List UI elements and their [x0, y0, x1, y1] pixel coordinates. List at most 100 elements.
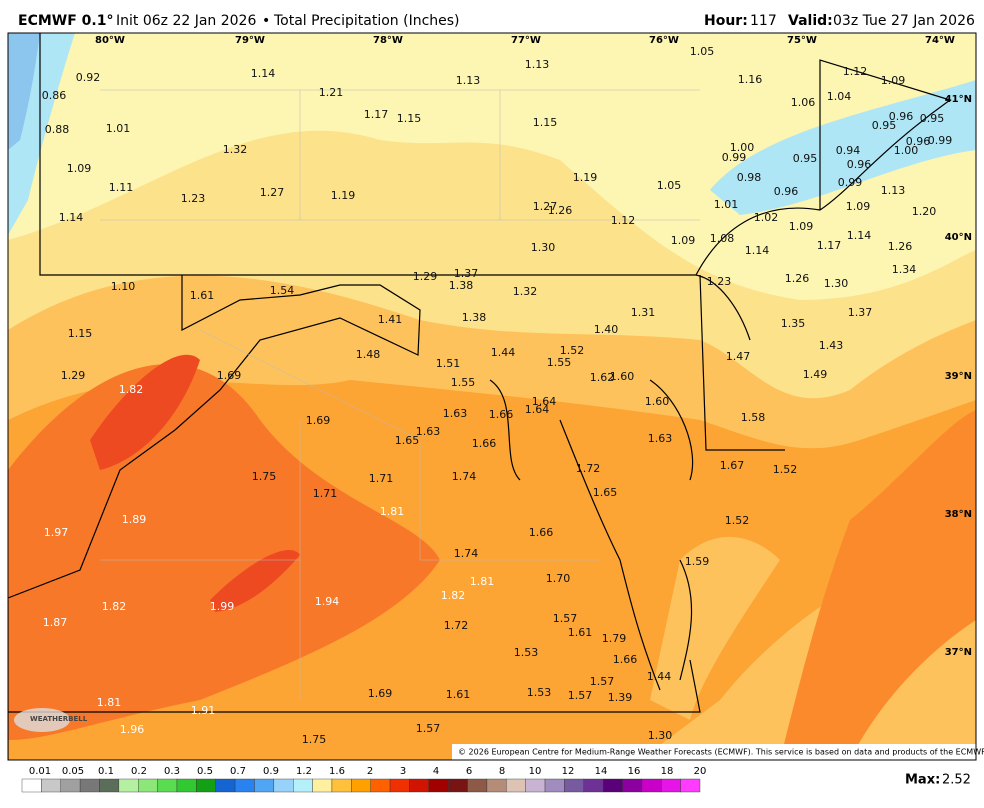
legend-swatch — [138, 778, 158, 793]
legend-label: 0.1 — [98, 766, 114, 777]
hour: 117 — [750, 13, 777, 29]
value-label: 1.82 — [102, 600, 127, 613]
orange-area — [650, 536, 780, 720]
value-label: 1.40 — [594, 323, 619, 336]
value-label: 1.60 — [610, 370, 635, 383]
legend-label: 0.05 — [62, 766, 84, 777]
value-label: 0.95 — [793, 152, 818, 165]
value-label: 1.63 — [416, 425, 441, 438]
value-label: 1.94 — [315, 595, 340, 608]
value-label: 1.63 — [648, 432, 673, 445]
value-label: 0.86 — [42, 89, 67, 102]
legend-swatch — [428, 778, 449, 793]
red-area — [210, 550, 300, 612]
value-label: 1.04 — [827, 90, 852, 103]
valid: 03z Tue 27 Jan 2026 — [833, 13, 975, 29]
latitude-label: 41°N — [945, 94, 972, 105]
max: 2.52 — [942, 773, 971, 788]
value-label: 1.06 — [791, 96, 816, 109]
blue-area — [710, 80, 976, 215]
value-label: 0.95 — [920, 112, 945, 125]
legend-label: 0.01 — [29, 766, 51, 777]
logo: WEATHERBELL — [30, 715, 88, 723]
value-label: 1.99 — [210, 600, 235, 613]
value-label: 1.44 — [491, 346, 516, 359]
value-label: 1.20 — [912, 205, 937, 218]
legend-label: 12 — [562, 766, 575, 777]
latitude-label: 40°N — [945, 232, 972, 243]
value-label: 1.96 — [120, 723, 145, 736]
value-label: 1.87 — [43, 616, 68, 629]
latitude-label: 37°N — [945, 647, 972, 658]
legend-swatch — [41, 778, 61, 793]
legend-label: 0.3 — [164, 766, 180, 777]
value-label: 1.97 — [44, 526, 69, 539]
value-label: 1.61 — [568, 626, 593, 639]
value-label: 1.63 — [443, 407, 468, 420]
value-label: 1.14 — [59, 211, 84, 224]
latitude-label: 39°N — [945, 371, 972, 382]
value-label: 0.88 — [45, 123, 70, 136]
value-label: 1.09 — [671, 234, 696, 247]
value-label: 1.49 — [803, 368, 828, 381]
legend-swatch — [641, 778, 662, 793]
value-label: 1.74 — [454, 547, 479, 560]
value-label: 1.74 — [452, 470, 477, 483]
value-label: 1.05 — [690, 45, 715, 58]
value-label: 1.71 — [313, 487, 338, 500]
separator: • — [262, 13, 270, 29]
value-label: 1.62 — [590, 371, 615, 384]
value-label: 0.94 — [836, 144, 861, 157]
value-label: 1.54 — [270, 284, 295, 297]
value-label: 1.23 — [181, 192, 206, 205]
value-label: 1.72 — [444, 619, 469, 632]
value-label: 1.57 — [416, 722, 441, 735]
value-label: 1.14 — [847, 229, 872, 242]
value-label: 1.44 — [647, 670, 672, 683]
map: 80°W 79°W 78°W 77°W 76°W 75°W 74°W 41°N 40°N 39°… — [7, 32, 984, 761]
value-label: 1.71 — [369, 472, 394, 485]
value-label: 0.96 — [774, 185, 799, 198]
value-label: 1.29 — [61, 369, 86, 382]
value-label: 1.66 — [472, 437, 497, 450]
max-label: Max: — [905, 773, 940, 788]
value-label: 1.19 — [331, 189, 356, 202]
value-label: 1.66 — [613, 653, 638, 666]
value-label: 1.01 — [106, 122, 131, 135]
legend-swatch — [447, 778, 468, 793]
longitude-label: 78°W — [373, 35, 403, 46]
legend-swatch — [254, 778, 275, 793]
value-label: 1.23 — [707, 275, 732, 288]
value-label: 0.99 — [928, 134, 953, 147]
value-label: 1.10 — [111, 280, 136, 293]
latitude-label: 38°N — [945, 509, 972, 520]
value-label: 0.99 — [838, 176, 863, 189]
value-label: 1.08 — [710, 232, 735, 245]
value-label: 1.81 — [380, 505, 405, 518]
legend-swatch — [273, 778, 294, 793]
value-label: 1.09 — [881, 74, 906, 87]
value-label: 1.91 — [191, 704, 216, 717]
legend-label: 1.2 — [296, 766, 312, 777]
value-label: 1.51 — [436, 357, 461, 370]
legend-swatch — [602, 778, 623, 793]
value-label: 1.57 — [568, 689, 593, 702]
value-label: 0.95 — [872, 119, 897, 132]
legend-swatch — [544, 778, 565, 793]
legend-label: 4 — [433, 766, 439, 777]
legend-label: 14 — [595, 766, 608, 777]
value-label: 1.05 — [657, 179, 682, 192]
value-label: 1.47 — [726, 350, 751, 363]
value-label: 1.53 — [514, 646, 539, 659]
legend-swatch — [525, 778, 546, 793]
product: Total Precipitation (Inches) — [273, 13, 460, 29]
value-label: 1.81 — [470, 575, 495, 588]
legend-label: 2 — [367, 766, 373, 777]
value-label: 1.00 — [894, 144, 919, 157]
legend-swatch — [389, 778, 410, 793]
value-label: 1.57 — [553, 612, 578, 625]
value-label: 1.82 — [119, 383, 144, 396]
value-label: 1.38 — [462, 311, 487, 324]
longitude-label: 77°W — [511, 35, 541, 46]
value-label: 1.52 — [560, 344, 585, 357]
